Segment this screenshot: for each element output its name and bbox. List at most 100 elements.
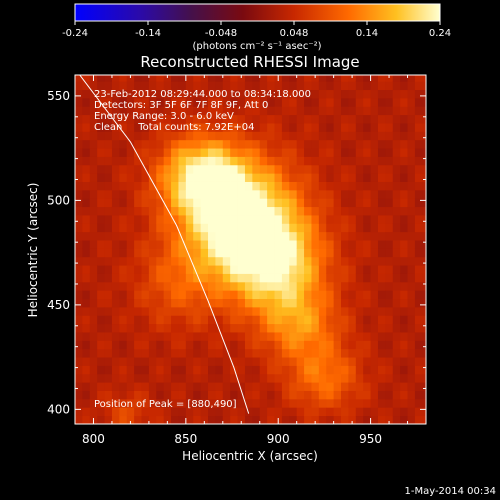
heatmap-cell — [148, 398, 157, 408]
heatmap-cell — [75, 407, 83, 417]
annotation-detectors: Detectors: 3F 5F 6F 7F 8F 9F, Att 0 — [94, 100, 268, 111]
heatmap-cell — [237, 298, 246, 308]
heatmap-cell — [237, 323, 246, 333]
heatmap-cell — [326, 390, 335, 400]
heatmap-cell — [341, 223, 349, 233]
heatmap-cell — [259, 407, 268, 417]
heatmap-cell — [385, 189, 394, 199]
heatmap-cell — [111, 106, 120, 116]
heatmap-cell — [274, 148, 283, 157]
heatmap-cell — [119, 382, 128, 391]
heatmap-cell — [75, 398, 83, 408]
heatmap-cell — [348, 265, 357, 274]
heatmap-cell — [318, 139, 327, 149]
heatmap-cell — [237, 164, 246, 174]
heatmap-cell — [230, 273, 238, 283]
heatmap-cell — [281, 156, 290, 166]
heatmap-cell — [237, 390, 246, 400]
heatmap-cell — [274, 390, 283, 400]
heatmap-cell — [370, 390, 379, 400]
heatmap-cell — [89, 323, 98, 333]
heatmap-cell — [326, 407, 335, 417]
heatmap-cell — [119, 407, 128, 417]
heatmap-cell — [119, 181, 128, 191]
heatmap-cell — [104, 164, 113, 174]
heatmap-cell — [200, 164, 209, 174]
heatmap-cell — [222, 81, 231, 91]
heatmap-cell — [377, 75, 386, 82]
heatmap-cell — [230, 148, 238, 157]
heatmap-cell — [148, 106, 157, 116]
heatmap-cell — [134, 164, 142, 174]
heatmap-cell — [370, 340, 379, 350]
heatmap-cell — [341, 281, 349, 291]
heatmap-cell — [89, 215, 98, 224]
heatmap-cell — [274, 365, 283, 375]
heatmap-cell — [215, 290, 224, 300]
heatmap-cell — [104, 198, 113, 208]
y-tick-label: 450 — [47, 298, 70, 312]
heatmap-cell — [422, 215, 426, 224]
heatmap-cell — [422, 373, 426, 383]
heatmap-cell — [148, 240, 157, 249]
heatmap-cell — [230, 256, 238, 266]
heatmap-cell — [377, 306, 386, 316]
heatmap-cell — [289, 106, 298, 116]
heatmap-cell — [422, 256, 426, 266]
heatmap-cell — [237, 415, 246, 424]
heatmap-cell — [185, 382, 194, 391]
heatmap-cell — [208, 348, 216, 358]
heatmap-cell — [304, 281, 312, 291]
heatmap-cell — [222, 390, 231, 400]
heatmap-cell — [126, 156, 135, 166]
heatmap-cell — [259, 97, 268, 107]
heatmap-cell — [392, 323, 401, 333]
heatmap-cell — [252, 189, 261, 199]
heatmap-cell — [304, 373, 312, 383]
heatmap-cell — [244, 281, 253, 291]
heatmap-cell — [259, 415, 268, 424]
heatmap-cell — [171, 373, 179, 383]
heatmap-cell — [104, 398, 113, 408]
x-tick-label: 950 — [359, 432, 382, 446]
heatmap-cell — [274, 348, 283, 358]
heatmap-cell — [97, 298, 105, 308]
heatmap-cell — [97, 365, 105, 375]
heatmap-cell — [400, 148, 408, 157]
heatmap-cell — [341, 198, 349, 208]
heatmap-cell — [148, 382, 157, 391]
heatmap-cell — [126, 206, 135, 216]
heatmap-cell — [281, 265, 290, 274]
heatmap-cell — [89, 97, 98, 107]
heatmap-cell — [97, 281, 105, 291]
heatmap-cell — [311, 240, 320, 249]
colorbar-tick-label: 0.14 — [356, 28, 378, 39]
heatmap-cell — [82, 340, 91, 350]
heatmap-cell — [259, 315, 268, 325]
heatmap-cell — [163, 373, 172, 383]
heatmap-cell — [200, 248, 209, 258]
heatmap-cell — [200, 240, 209, 249]
heatmap-cell — [407, 106, 416, 116]
heatmap-cell — [89, 365, 98, 375]
heatmap-cell — [407, 382, 416, 391]
heatmap-cell — [289, 298, 298, 308]
heatmap-cell — [104, 173, 113, 182]
heatmap-cell — [141, 198, 150, 208]
heatmap-cell — [252, 123, 261, 132]
heatmap-cell — [289, 382, 298, 391]
heatmap-cell — [163, 306, 172, 316]
heatmap-cell — [422, 290, 426, 300]
heatmap-cell — [363, 81, 371, 91]
heatmap-cell — [193, 248, 202, 258]
heatmap-cell — [341, 89, 349, 99]
heatmap-cell — [400, 75, 408, 82]
heatmap-cell — [244, 398, 253, 408]
heatmap-cell — [148, 273, 157, 283]
heatmap-cell — [222, 248, 231, 258]
heatmap-cell — [289, 357, 298, 366]
heatmap-cell — [407, 306, 416, 316]
heatmap-cell — [75, 315, 83, 325]
heatmap-cell — [200, 81, 209, 91]
heatmap-cell — [141, 75, 150, 82]
